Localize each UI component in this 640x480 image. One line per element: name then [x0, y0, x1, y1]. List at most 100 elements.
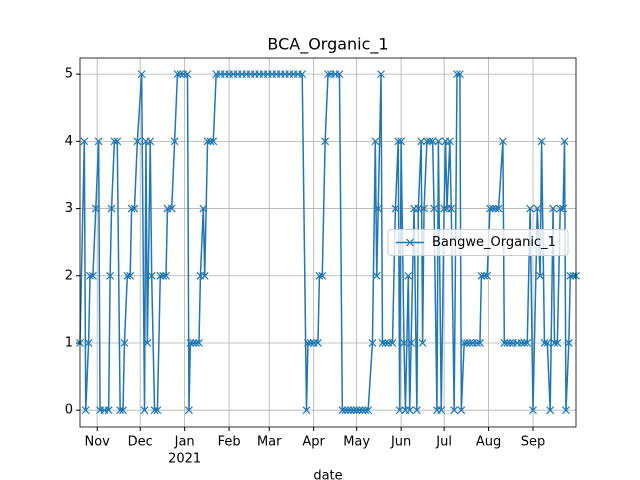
marker: [553, 339, 562, 347]
marker: [560, 137, 569, 146]
marker: [412, 406, 421, 415]
marker: [407, 339, 416, 347]
marker: [477, 271, 486, 280]
marker: [450, 406, 459, 415]
marker: [81, 406, 90, 415]
y-tick-label: 4: [65, 134, 73, 149]
marker: [430, 204, 439, 213]
marker: [203, 137, 212, 146]
marker: [186, 339, 195, 347]
marker: [381, 339, 390, 347]
marker: [185, 406, 193, 415]
marker: [395, 406, 404, 415]
marker: [397, 137, 406, 146]
marker: [473, 339, 482, 347]
marker: [540, 339, 549, 347]
x-tick-label: Feb: [218, 435, 241, 450]
marker: [378, 339, 387, 347]
y-tick-label: 1: [65, 335, 73, 350]
marker: [119, 406, 127, 415]
marker: [494, 204, 503, 213]
marker: [500, 339, 509, 347]
marker: [130, 204, 139, 213]
y-tick-label: 0: [65, 403, 73, 418]
marker: [550, 339, 559, 347]
marker: [104, 406, 113, 415]
marker: [120, 339, 129, 347]
marker: [536, 271, 545, 280]
marker: [486, 204, 494, 213]
x-tick-label: Aug: [476, 435, 501, 450]
marker: [106, 271, 115, 280]
marker: [170, 137, 179, 146]
marker: [147, 271, 156, 280]
marker: [88, 271, 97, 280]
marker: [418, 339, 427, 347]
marker: [533, 204, 542, 213]
marker: [123, 271, 132, 280]
marker: [195, 339, 203, 347]
x-tick-label: Jan: [174, 435, 195, 450]
marker: [306, 339, 315, 347]
marker: [460, 339, 469, 347]
marker: [318, 271, 327, 280]
marker: [546, 406, 555, 415]
marker: [526, 204, 535, 213]
marker: [167, 204, 176, 213]
x-axis-label: date: [313, 469, 342, 480]
y-tick-label: 3: [65, 201, 73, 216]
marker: [335, 70, 344, 79]
x-tick-label: Mar: [257, 435, 282, 450]
x-tick-label: Apr: [302, 435, 325, 450]
marker: [556, 204, 565, 213]
marker: [476, 339, 484, 347]
marker: [146, 137, 155, 146]
marker: [143, 339, 152, 347]
marker: [321, 137, 330, 146]
marker: [206, 137, 215, 146]
marker: [562, 406, 570, 415]
marker: [347, 406, 355, 415]
marker: [371, 137, 380, 146]
x-tick-label: Sep: [521, 435, 546, 450]
marker: [434, 137, 443, 146]
marker: [377, 70, 385, 79]
marker: [483, 271, 492, 280]
marker: [80, 137, 89, 146]
marker: [176, 70, 185, 79]
marker: [559, 204, 568, 213]
marker: [314, 339, 322, 347]
marker: [364, 406, 373, 415]
marker: [338, 406, 347, 415]
marker: [209, 137, 218, 146]
marker: [94, 137, 103, 146]
marker: [116, 406, 125, 415]
legend: Bangwe_Organic_1: [387, 229, 569, 256]
y-tick-label: 5: [65, 67, 73, 82]
marker: [156, 271, 165, 280]
marker: [455, 70, 464, 79]
marker: [465, 339, 474, 347]
marker: [189, 339, 198, 347]
marker: [113, 137, 122, 146]
legend-marker: [406, 238, 414, 247]
marker: [564, 339, 573, 347]
x-tick-label: Jun: [390, 435, 411, 450]
marker: [491, 204, 500, 213]
marker: [361, 406, 370, 415]
marker: [200, 271, 209, 280]
marker: [107, 204, 116, 213]
marker: [400, 339, 408, 347]
marker: [368, 339, 377, 347]
marker: [355, 406, 364, 415]
marker: [417, 137, 426, 146]
marker: [394, 137, 403, 146]
plot-frame: [79, 57, 577, 428]
marker: [529, 406, 537, 415]
marker: [126, 271, 135, 280]
marker: [341, 406, 350, 415]
x-tick-label: Nov: [85, 435, 111, 450]
legend-label: Bangwe_Organic_1: [432, 235, 556, 250]
marker: [523, 339, 532, 347]
marker: [344, 406, 352, 415]
